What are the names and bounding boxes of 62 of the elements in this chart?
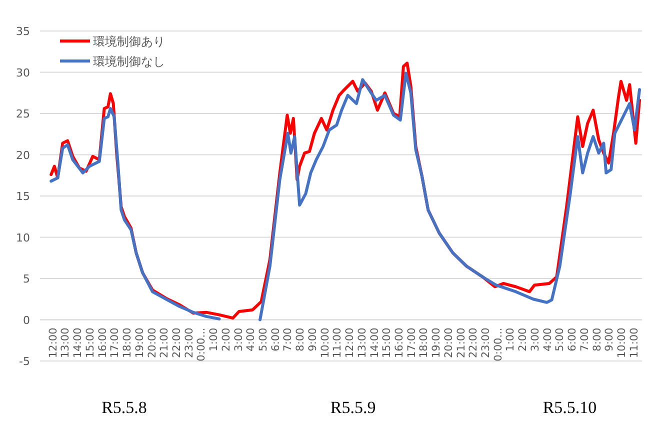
x-tick-label: 7:00 [578, 328, 591, 352]
y-tick-label: -5 [19, 355, 30, 368]
x-tick-label: 0:00... [492, 328, 504, 362]
x-tick-label: 2:00 [220, 328, 232, 352]
x-tick-label: 19:00 [134, 328, 146, 358]
x-tick-label: 7:00 [282, 328, 294, 352]
x-tick-label: 20:00 [146, 328, 158, 358]
x-tick-label: 15:00 [84, 328, 96, 358]
x-tick-label: 11:00 [332, 328, 344, 358]
x-tick-label: 16:00 [393, 328, 406, 358]
y-tick-label: 35 [16, 25, 30, 38]
x-tick-label: 21:00 [158, 328, 171, 358]
x-tick-label: 8:00 [591, 328, 604, 352]
x-tick-label: 21:00 [455, 328, 468, 358]
x-tick-label: 18:00 [418, 328, 430, 358]
x-tick-label: 4:00 [245, 328, 258, 352]
y-tick-label: 15 [16, 190, 30, 203]
text: R5.5.9 [330, 398, 376, 417]
x-tick-label: 6:00 [270, 328, 282, 352]
x-tick-label: 9:00 [604, 328, 616, 352]
x-tick-label: 2:00 [517, 328, 530, 352]
text: R5.5.8 [102, 398, 147, 417]
text: R5.5.10 [542, 398, 597, 417]
x-tick-label: 15:00 [381, 328, 394, 358]
legend-label: 環境制御あり [93, 34, 165, 48]
x-tick-label: 1:00 [208, 328, 220, 352]
x-tick-label: 14:00 [72, 328, 84, 358]
x-tick-label: 5:00 [258, 328, 270, 352]
y-tick-label: 30 [16, 66, 30, 80]
x-tick-label: 8:00 [294, 328, 307, 352]
x-tick-label: 11:00 [628, 328, 640, 358]
x-tick-label: 22:00 [170, 328, 183, 358]
x-tick-label: 13:00 [60, 328, 72, 358]
x-tick-label: 12:00 [47, 328, 60, 358]
x-tick-label: 5:00 [554, 328, 566, 352]
x-tick-label: 3:00 [232, 328, 245, 352]
y-tick-label: 25 [16, 108, 30, 120]
legend-label: 環境制御なし [93, 54, 165, 68]
x-tick-label: 10:00 [616, 328, 628, 358]
x-tick-label: 22:00 [468, 328, 480, 358]
y-tick-label: 5 [23, 272, 30, 286]
x-tick-label: 10:00 [319, 328, 332, 358]
x-tick-label: 12:00 [344, 328, 356, 358]
y-tick-label: 0 [23, 314, 30, 327]
x-tick-label: 13:00 [356, 328, 368, 358]
x-tick-label: 1:00 [504, 328, 517, 352]
x-tick-label: 23:00 [183, 328, 196, 358]
x-tick-label: 3:00 [529, 328, 542, 352]
x-tick-label: 0:00... [196, 328, 208, 362]
y-tick-label: 10 [16, 231, 30, 244]
x-tick-label: 20:00 [442, 328, 455, 358]
x-tick-label: 23:00 [480, 328, 492, 358]
x-tick-label: 6:00 [566, 328, 579, 352]
x-tick-label: 14:00 [368, 328, 381, 358]
x-tick-label: 18:00 [122, 328, 134, 358]
y-tick-label: 20 [16, 148, 30, 162]
x-tick-label: 4:00 [542, 328, 554, 352]
x-tick-label: 16:00 [96, 328, 109, 358]
x-tick-label: 17:00 [109, 328, 122, 358]
x-tick-label: 19:00 [430, 328, 443, 358]
x-tick-label: 17:00 [406, 328, 418, 358]
x-tick-label: 9:00 [306, 328, 319, 352]
